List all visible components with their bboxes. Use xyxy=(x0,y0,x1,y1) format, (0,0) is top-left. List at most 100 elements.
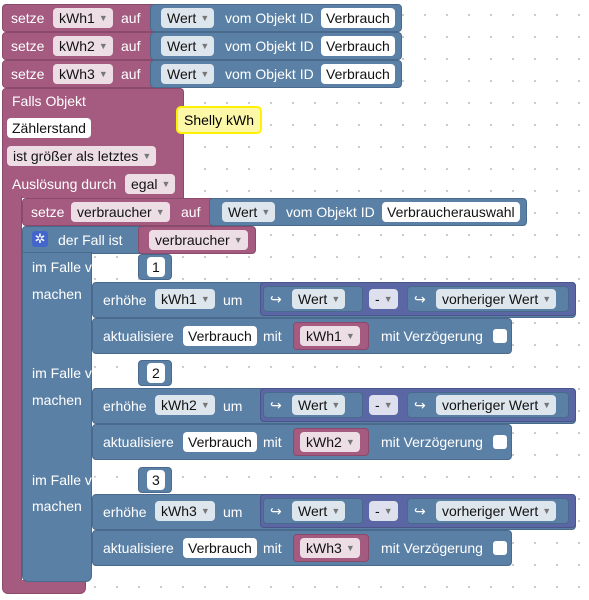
mit-label: mit xyxy=(263,540,282,556)
operator-dropdown[interactable]: - ▼ xyxy=(369,395,398,415)
value-dropdown[interactable]: Wert ▼ xyxy=(292,501,346,521)
get-state-block[interactable]: Wert ▼ vom Objekt ID Verbraucherauswahl xyxy=(209,198,527,226)
trigger-object-field[interactable]: Zählerstand xyxy=(7,118,91,138)
arithmetic-block[interactable]: ↪ Wert ▼ - ▼ ↪ vorheriger Wert ▼ xyxy=(260,494,576,528)
object-id-field[interactable]: Verbraucherauswahl xyxy=(382,202,520,222)
mit-verzoegerung-label: mit Verzögerung xyxy=(381,540,483,556)
dropdown-arrow-icon: ▼ xyxy=(200,69,210,79)
object-id-field[interactable]: Verbrauch xyxy=(183,538,257,558)
gear-icon[interactable]: ✲ xyxy=(32,231,48,247)
case-number-field[interactable]: 1 xyxy=(147,257,165,277)
var-block[interactable]: kWh2 ▼ xyxy=(293,428,369,456)
set-verbraucher-block[interactable]: setze verbraucher ▼ auf xyxy=(22,198,222,226)
value-hook-block[interactable]: ↪ Wert ▼ xyxy=(263,286,363,312)
aktualisiere-label: aktualisiere xyxy=(103,434,174,450)
case-number-field[interactable]: 2 xyxy=(147,363,165,383)
var-dropdown[interactable]: verbraucher ▼ xyxy=(149,230,248,250)
value-dropdown[interactable]: Wert ▼ xyxy=(292,289,346,309)
value-hook-icon: ↪ xyxy=(414,503,426,519)
switch-value-block[interactable]: verbraucher ▼ xyxy=(138,226,256,254)
var-block[interactable]: kWh1 ▼ xyxy=(293,322,369,350)
var-dropdown[interactable]: kWh3 ▼ xyxy=(300,538,360,558)
im-falle-von-label: im Falle von xyxy=(32,472,108,488)
vom-objekt-id-label: vom Objekt ID xyxy=(225,66,314,82)
object-id-field[interactable]: Verbrauch xyxy=(321,8,395,28)
trigger-by-dropdown[interactable]: egal ▼ xyxy=(125,174,176,194)
dropdown-arrow-icon: ▼ xyxy=(98,13,108,23)
delay-checkbox[interactable] xyxy=(493,435,507,449)
um-label: um xyxy=(223,504,243,520)
object-id-field[interactable]: Verbrauch xyxy=(321,36,395,56)
var-dropdown[interactable]: kWh2 ▼ xyxy=(155,395,215,415)
machen-label: machen xyxy=(32,286,82,302)
condition-dropdown[interactable]: ist größer als letztes ▼ xyxy=(7,146,157,166)
update-block[interactable]: aktualisiere Verbrauch mit kWh2 ▼ mit Ver… xyxy=(92,424,512,460)
var-dropdown[interactable]: verbraucher ▼ xyxy=(71,202,170,222)
value-dropdown[interactable]: vorheriger Wert ▼ xyxy=(436,501,557,521)
var-dropdown[interactable]: kWh3 ▼ xyxy=(155,501,215,521)
vom-objekt-id-label: vom Objekt ID xyxy=(286,204,375,220)
value-hook-block[interactable]: ↪ Wert ▼ xyxy=(263,392,363,418)
dropdown-arrow-icon: ▼ xyxy=(155,207,165,217)
attr-dropdown[interactable]: Wert ▼ xyxy=(222,202,276,222)
get-state-block[interactable]: Wert ▼ vom Objekt ID Verbrauch xyxy=(150,32,402,60)
dropdown-arrow-icon: ▼ xyxy=(542,400,552,410)
dropdown-arrow-icon: ▼ xyxy=(200,13,210,23)
var-dropdown[interactable]: kWh2 ▼ xyxy=(300,432,360,452)
case-number-field[interactable]: 3 xyxy=(147,470,165,490)
var-dropdown[interactable]: kWh2 ▼ xyxy=(53,36,113,56)
mit-label: mit xyxy=(263,434,282,450)
update-block[interactable]: aktualisiere Verbrauch mit kWh3 ▼ mit Ver… xyxy=(92,530,512,566)
event-block-rail xyxy=(2,196,22,584)
value-hook-block[interactable]: ↪ Wert ▼ xyxy=(263,498,363,524)
falls-objekt-label: Falls Objekt xyxy=(12,93,86,109)
value-dropdown[interactable]: vorheriger Wert ▼ xyxy=(436,395,557,415)
value-hook-icon: ↪ xyxy=(414,291,426,307)
dropdown-arrow-icon: ▼ xyxy=(233,235,243,245)
vom-objekt-id-label: vom Objekt ID xyxy=(225,10,314,26)
case-value-block[interactable]: 3 xyxy=(138,467,172,493)
dropdown-arrow-icon: ▼ xyxy=(161,179,171,189)
attr-dropdown[interactable]: Wert ▼ xyxy=(161,64,215,84)
delay-checkbox[interactable] xyxy=(493,329,507,343)
case-value-block[interactable]: 1 xyxy=(138,254,172,280)
dropdown-arrow-icon: ▼ xyxy=(261,207,271,217)
dropdown-arrow-icon: ▼ xyxy=(200,41,210,51)
um-label: um xyxy=(223,398,243,414)
im-falle-von-label: im Falle von xyxy=(32,259,108,275)
var-dropdown[interactable]: kWh3 ▼ xyxy=(53,64,113,84)
operator-dropdown[interactable]: - ▼ xyxy=(369,501,398,521)
erhoehe-label: erhöhe xyxy=(103,398,147,414)
attr-dropdown[interactable]: Wert ▼ xyxy=(161,36,215,56)
value-hook-icon: ↪ xyxy=(270,397,282,413)
object-id-field[interactable]: Verbrauch xyxy=(183,326,257,346)
var-dropdown[interactable]: kWh1 ▼ xyxy=(155,289,215,309)
setze-label: setze xyxy=(31,204,65,220)
delay-checkbox[interactable] xyxy=(493,541,507,555)
arithmetic-block[interactable]: ↪ Wert ▼ - ▼ ↪ vorheriger Wert ▼ xyxy=(260,388,576,422)
vom-objekt-id-label: vom Objekt ID xyxy=(225,38,314,54)
value-hook-block[interactable]: ↪ vorheriger Wert ▼ xyxy=(407,392,569,418)
event-block-footer xyxy=(2,580,86,594)
get-state-block[interactable]: Wert ▼ vom Objekt ID Verbrauch xyxy=(150,4,402,32)
value-dropdown[interactable]: Wert ▼ xyxy=(292,395,346,415)
object-id-field[interactable]: Verbrauch xyxy=(183,432,257,452)
update-block[interactable]: aktualisiere Verbrauch mit kWh1 ▼ mit Ver… xyxy=(92,318,512,354)
comment-bubble[interactable]: Shelly kWh xyxy=(176,106,263,134)
var-dropdown[interactable]: kWh1 ▼ xyxy=(300,326,360,346)
object-id-field[interactable]: Verbrauch xyxy=(321,64,395,84)
arithmetic-block[interactable]: ↪ Wert ▼ - ▼ ↪ vorheriger Wert ▼ xyxy=(260,282,576,316)
operator-dropdown[interactable]: - ▼ xyxy=(369,289,398,309)
mit-label: mit xyxy=(263,328,282,344)
machen-label: machen xyxy=(32,392,82,408)
case-value-block[interactable]: 2 xyxy=(138,360,172,386)
dropdown-arrow-icon: ▼ xyxy=(345,437,355,447)
value-dropdown[interactable]: vorheriger Wert ▼ xyxy=(436,289,557,309)
value-hook-block[interactable]: ↪ vorheriger Wert ▼ xyxy=(407,498,569,524)
auf-label: auf xyxy=(121,10,141,26)
attr-dropdown[interactable]: Wert ▼ xyxy=(161,8,215,28)
value-hook-block[interactable]: ↪ vorheriger Wert ▼ xyxy=(407,286,569,312)
var-dropdown[interactable]: kWh1 ▼ xyxy=(53,8,113,28)
get-state-block[interactable]: Wert ▼ vom Objekt ID Verbrauch xyxy=(150,60,402,88)
var-block[interactable]: kWh3 ▼ xyxy=(293,534,369,562)
